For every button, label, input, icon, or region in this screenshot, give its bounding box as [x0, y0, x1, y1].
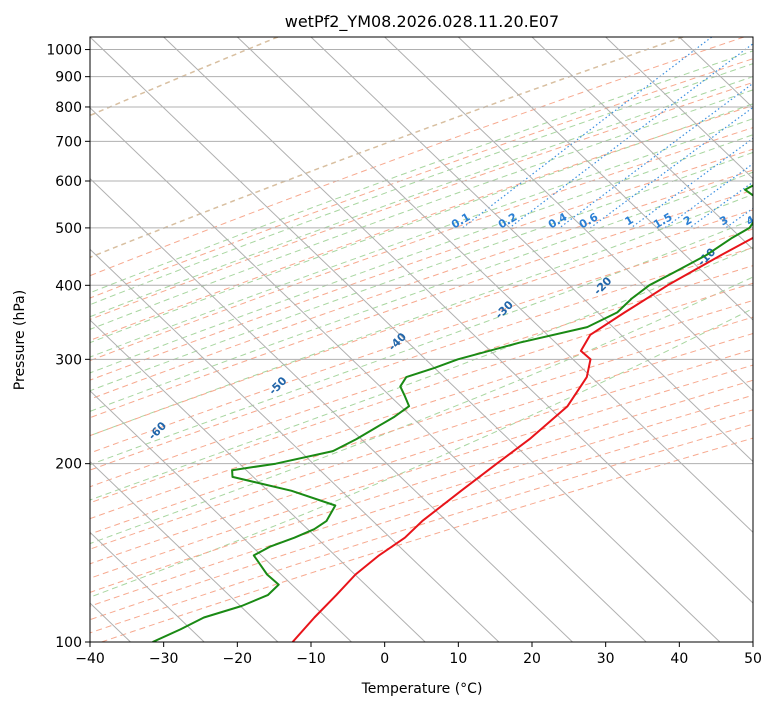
- y-tick-label: 600: [55, 174, 82, 190]
- mixing-ratio-line: [689, 181, 753, 229]
- isotherm-line: [90, 248, 500, 642]
- moist-adiabat-line: [90, 307, 753, 598]
- dry-adiabat-line: [90, 58, 753, 299]
- y-tick-label: 200: [55, 457, 82, 473]
- isotherm-grid: [90, 37, 753, 642]
- x-tick-label: 40: [670, 651, 688, 667]
- y-tick-label: 500: [55, 221, 82, 237]
- dry-adiabat-line: [90, 316, 753, 535]
- isotherm-line: [605, 37, 753, 180]
- isotherm-line: [457, 37, 753, 321]
- dry-adiabat-line: [90, 332, 753, 550]
- dry-adiabat-line: [90, 364, 753, 579]
- isotherm-line: [90, 177, 573, 642]
- saturation-curves: [90, 37, 684, 259]
- isotherm-line: [90, 107, 647, 642]
- dewpoint-profile: [152, 184, 753, 642]
- reference-curve: [90, 37, 684, 259]
- x-tick-label: 20: [523, 651, 541, 667]
- moist-adiabat-line: [90, 118, 753, 358]
- y-tick-label: 300: [55, 352, 82, 368]
- x-tick-label: −30: [149, 651, 179, 667]
- x-axis-ticks: −40 −30 −20 −10 0 10 20 30 40 50: [75, 642, 762, 667]
- mixing-ratio-lines: [462, 37, 753, 229]
- x-tick-label: 0: [380, 651, 389, 667]
- isotherm-line: [531, 37, 753, 250]
- plot-frame: [89, 36, 754, 643]
- x-tick-label: 50: [744, 651, 762, 667]
- mixing-ratio-label: 4: [744, 213, 757, 228]
- x-axis-label: Temperature (°C): [361, 681, 483, 697]
- isotherm-line: [384, 37, 753, 392]
- y-tick-label: 400: [55, 278, 82, 294]
- mixing-ratio-line: [462, 37, 713, 229]
- dry-adiabat-line: [101, 437, 753, 642]
- moist-adiabats: [90, 50, 753, 598]
- x-tick-label: −20: [223, 651, 253, 667]
- moist-adiabat-line: [90, 246, 753, 501]
- isotherm-line: [90, 37, 721, 642]
- x-tick-label: 30: [597, 651, 615, 667]
- chart-title: wetPf2_YM08.2026.028.11.20.E07: [285, 12, 559, 32]
- sounding-series: [152, 184, 753, 642]
- y-axis-label: Pressure (hPa): [12, 290, 28, 390]
- dry-adiabat-line: [90, 348, 753, 565]
- y-tick-label: 700: [55, 134, 82, 150]
- mixing-ratio-line: [509, 42, 753, 229]
- x-tick-label: −40: [75, 651, 105, 667]
- mixing-ratio-line: [589, 106, 753, 229]
- isotherm-line: [163, 37, 753, 604]
- plot-area: 0.10.20.40.611.52346810131620253036-100-…: [90, 37, 757, 642]
- plot-background: [90, 37, 753, 642]
- dry-adiabat-line: [90, 81, 753, 321]
- y-tick-label: 100: [55, 635, 82, 651]
- isotherm-line: [90, 531, 205, 642]
- moist-adiabat-line: [90, 276, 753, 545]
- isotherm-line: [90, 390, 352, 642]
- isotherm-line: [310, 37, 753, 463]
- isotherm-line: [236, 37, 753, 534]
- isotherm-line: [90, 319, 426, 642]
- mixing-ratio-line: [559, 82, 753, 229]
- y-axis-ticks: 1000 900 800 700 600 500 400 300 200 100: [46, 43, 90, 651]
- reference-curve: [90, 37, 279, 117]
- mixing-ratio-line: [664, 162, 753, 229]
- temperature-profile: [291, 236, 753, 642]
- y-tick-label: 1000: [46, 43, 82, 59]
- moist-adiabat-line: [90, 50, 753, 294]
- x-tick-label: −10: [296, 651, 326, 667]
- y-tick-label: 900: [55, 70, 82, 86]
- moist-adiabat-line: [90, 134, 753, 374]
- x-tick-label: 10: [449, 651, 467, 667]
- y-tick-label: 800: [55, 100, 82, 116]
- isotherm-line: [90, 460, 279, 642]
